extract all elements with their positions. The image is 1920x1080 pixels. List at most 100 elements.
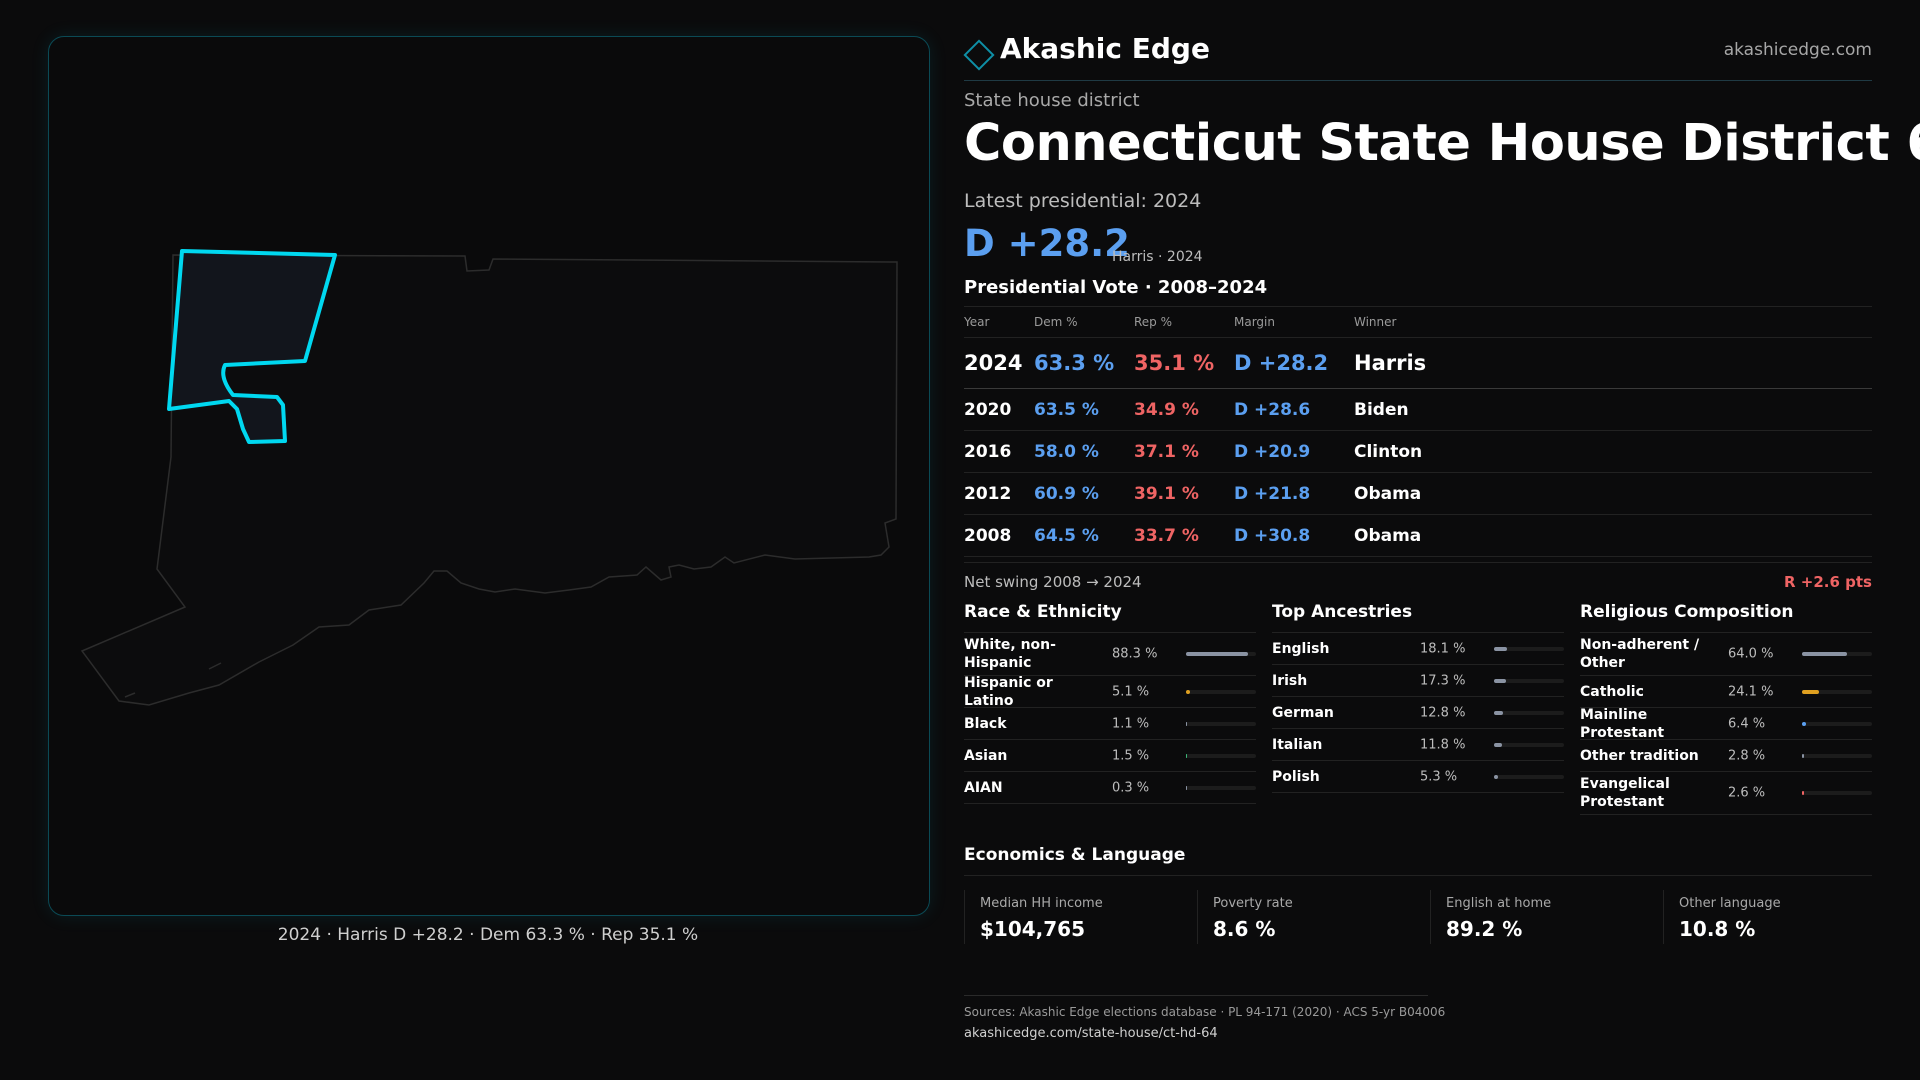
race-label: White, non-Hispanic: [964, 637, 1056, 671]
econ-stat-value: 10.8 %: [1679, 917, 1756, 941]
religion-bar-fill: [1802, 791, 1804, 795]
race-bar-fill: [1186, 652, 1248, 656]
net-swing-row: Net swing 2008 → 2024 R +2.6 pts: [964, 562, 1872, 597]
cell-winner: Clinton: [1354, 430, 1872, 473]
cell-year: 2012: [964, 472, 1034, 515]
race-row: AIAN 0.3 %: [964, 772, 1256, 804]
religion-bar-fill: [1802, 689, 1819, 694]
ancestry-row: Polish 5.3 %: [1272, 761, 1564, 793]
religion-panel: Religious Composition Non-adherent / Oth…: [1580, 602, 1872, 815]
presidential-vote-table: Year Dem % Rep % Margin Winner 2024 63.3…: [964, 306, 1872, 557]
latest-presidential-label: Latest presidential: 2024: [964, 190, 1202, 212]
ancestry-bar: [1494, 710, 1564, 715]
brand-url-link[interactable]: akashicedge.com: [1723, 40, 1872, 60]
religion-value: 64.0 %: [1728, 646, 1774, 662]
religion-label: Other tradition: [1580, 747, 1699, 764]
ancestry-row: English 18.1 %: [1272, 633, 1564, 665]
page-title: Connecticut State House District 64: [964, 114, 1920, 173]
race-bar: [1186, 652, 1256, 656]
religion-bar: [1802, 753, 1872, 758]
col-dem: Dem %: [1034, 306, 1134, 338]
ancestry-label: German: [1272, 704, 1334, 721]
race-bar-fill: [1186, 785, 1188, 790]
religion-row: Other tradition 2.8 %: [1580, 740, 1872, 772]
race-row: Black 1.1 %: [964, 708, 1256, 740]
race-ethnicity-panel: Race & Ethnicity White, non-Hispanic 88.…: [964, 602, 1256, 804]
district-type: State house district: [964, 90, 1140, 111]
cell-winner: Biden: [1354, 388, 1872, 431]
religion-heading: Religious Composition: [1580, 602, 1872, 633]
net-swing-label: Net swing 2008 → 2024: [964, 573, 1142, 591]
religion-label: Catholic: [1580, 683, 1644, 700]
ancestry-bar: [1494, 774, 1564, 779]
race-bar-fill: [1186, 721, 1188, 726]
cell-year: 2008: [964, 514, 1034, 557]
cell-year: 2016: [964, 430, 1034, 473]
race-label: Asian: [964, 747, 1008, 764]
coast-island-2: [124, 692, 136, 698]
religion-bar: [1802, 689, 1872, 694]
race-bar-fill: [1186, 753, 1188, 758]
race-bar: [1186, 689, 1256, 694]
cell-margin: D +30.8: [1234, 514, 1354, 557]
state-outline: [80, 254, 898, 706]
econ-stat-label: Poverty rate: [1213, 896, 1293, 911]
ancestry-value: 11.8 %: [1420, 737, 1466, 752]
headline-margin: D +28.2: [964, 222, 1130, 265]
table-row: 2012 60.9 % 39.1 % D +21.8 Obama: [964, 472, 1872, 515]
race-bar: [1186, 721, 1256, 726]
econ-stat: Poverty rate 8.6 %: [1197, 890, 1398, 944]
religion-value: 2.8 %: [1728, 748, 1766, 763]
headline-margin-sub: Harris · 2024: [1112, 249, 1203, 265]
religion-row: Evangelical Protestant 2.6 %: [1580, 772, 1872, 815]
cell-dem: 60.9 %: [1034, 472, 1134, 515]
ancestry-label: English: [1272, 640, 1330, 657]
coast-island-1: [208, 662, 222, 670]
brand-header: Akashic Edge akashicedge.com: [963, 30, 1872, 81]
presidential-vote-heading: Presidential Vote · 2008–2024: [964, 277, 1268, 298]
ancestry-value: 5.3 %: [1420, 769, 1458, 784]
religion-label: Mainline Protestant: [1580, 706, 1665, 741]
cell-margin: D +21.8: [1234, 472, 1354, 515]
cell-margin: D +28.6: [1234, 388, 1354, 431]
ancestry-label: Irish: [1272, 672, 1308, 689]
religion-bar: [1802, 791, 1872, 795]
source-url-link[interactable]: akashicedge.com/state-house/ct-hd-64: [964, 1026, 1218, 1041]
race-value: 1.5 %: [1112, 748, 1150, 763]
diamond-logo-icon: [963, 39, 995, 71]
ancestry-bar-fill: [1494, 678, 1507, 683]
net-swing-value: R +2.6 pts: [1784, 573, 1872, 591]
religion-bar-fill: [1802, 721, 1807, 726]
religion-label: Non-adherent / Other: [1580, 637, 1700, 671]
ancestry-bar-fill: [1494, 742, 1503, 747]
cell-rep: 34.9 %: [1134, 388, 1234, 431]
econ-stat-value: 8.6 %: [1213, 917, 1276, 941]
econ-stat-value: $104,765: [980, 917, 1086, 941]
district-64-shape[interactable]: [167, 249, 337, 444]
econ-stat: Median HH income $104,765: [964, 890, 1165, 944]
econ-stat-label: English at home: [1446, 896, 1552, 911]
ancestry-row: Italian 11.8 %: [1272, 729, 1564, 761]
religion-bar: [1802, 652, 1872, 656]
ancestry-bar: [1494, 646, 1564, 651]
race-ethnicity-heading: Race & Ethnicity: [964, 602, 1256, 633]
cell-rep: 37.1 %: [1134, 430, 1234, 473]
district-map[interactable]: [48, 36, 930, 916]
race-label: Black: [964, 715, 1007, 732]
race-value: 0.3 %: [1112, 780, 1150, 795]
race-row: Asian 1.5 %: [964, 740, 1256, 772]
ancestries-heading: Top Ancestries: [1272, 602, 1564, 633]
religion-row: Mainline Protestant 6.4 %: [1580, 706, 1872, 741]
ancestry-bar-fill: [1494, 646, 1507, 651]
map-svg: [80, 249, 898, 706]
econ-stat: English at home 89.2 %: [1430, 890, 1631, 944]
race-label: Hispanic or Latino: [964, 674, 1053, 709]
race-value: 5.1 %: [1112, 684, 1150, 699]
race-bar: [1186, 753, 1256, 758]
religion-value: 24.1 %: [1728, 684, 1774, 699]
sources-text: Sources: Akashic Edge elections database…: [964, 1005, 1446, 1019]
table-row: 2008 64.5 % 33.7 % D +30.8 Obama: [964, 514, 1872, 557]
religion-value: 2.6 %: [1728, 785, 1766, 801]
col-winner: Winner: [1354, 306, 1872, 338]
ancestry-label: Italian: [1272, 736, 1323, 753]
